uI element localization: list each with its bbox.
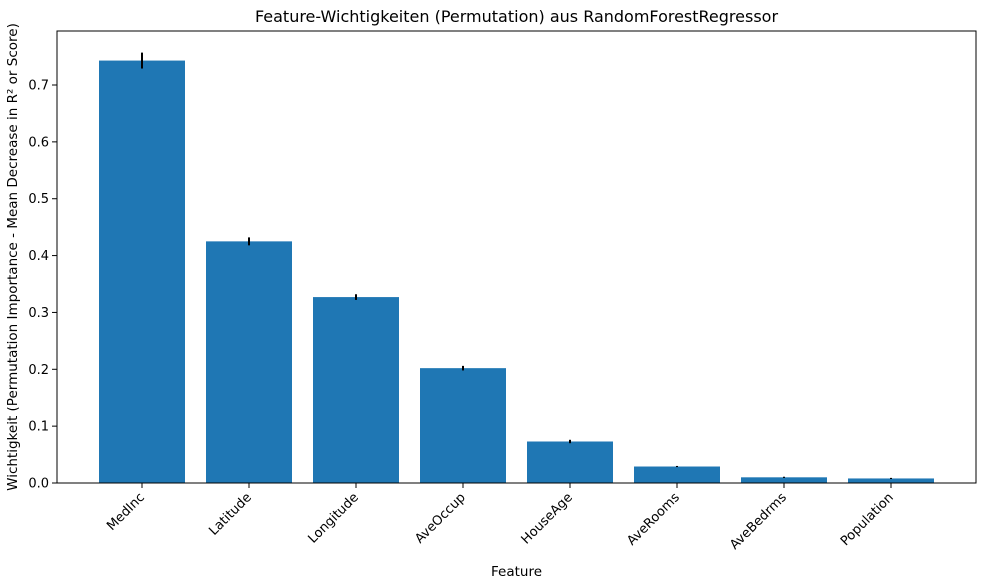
y-axis-label: Wichtigkeit (Permutation Importance - Me… [5, 23, 21, 491]
bar-aveoccup [420, 368, 506, 483]
bar-averooms [634, 466, 720, 483]
bar-avebedrms [741, 477, 827, 483]
y-tick-label-1: 0.1 [28, 420, 49, 435]
chart-title: Feature-Wichtigkeiten (Permutation) aus … [255, 7, 779, 26]
y-tick-label-4: 0.4 [28, 249, 49, 264]
bar-population [848, 478, 934, 483]
y-tick-label-6: 0.6 [28, 135, 49, 150]
y-tick-label-7: 0.7 [28, 79, 49, 94]
x-axis-label: Feature [491, 564, 542, 580]
bar-latitude [206, 241, 292, 483]
plot-frame [56, 30, 977, 484]
y-tick-label-0: 0.0 [28, 477, 49, 492]
y-axis: 0.0 0.1 0.2 0.3 0.4 0.5 0.6 0.7 [28, 79, 57, 492]
y-tick-label-5: 0.5 [28, 192, 49, 207]
bar-longitude [313, 297, 399, 483]
y-tick-label-2: 0.2 [28, 363, 49, 378]
bars-group [99, 60, 934, 483]
error-bars-group [141, 52, 892, 480]
y-tick-label-3: 0.3 [28, 306, 49, 321]
bar-houseage [527, 441, 613, 483]
bar-medinc [99, 60, 185, 483]
